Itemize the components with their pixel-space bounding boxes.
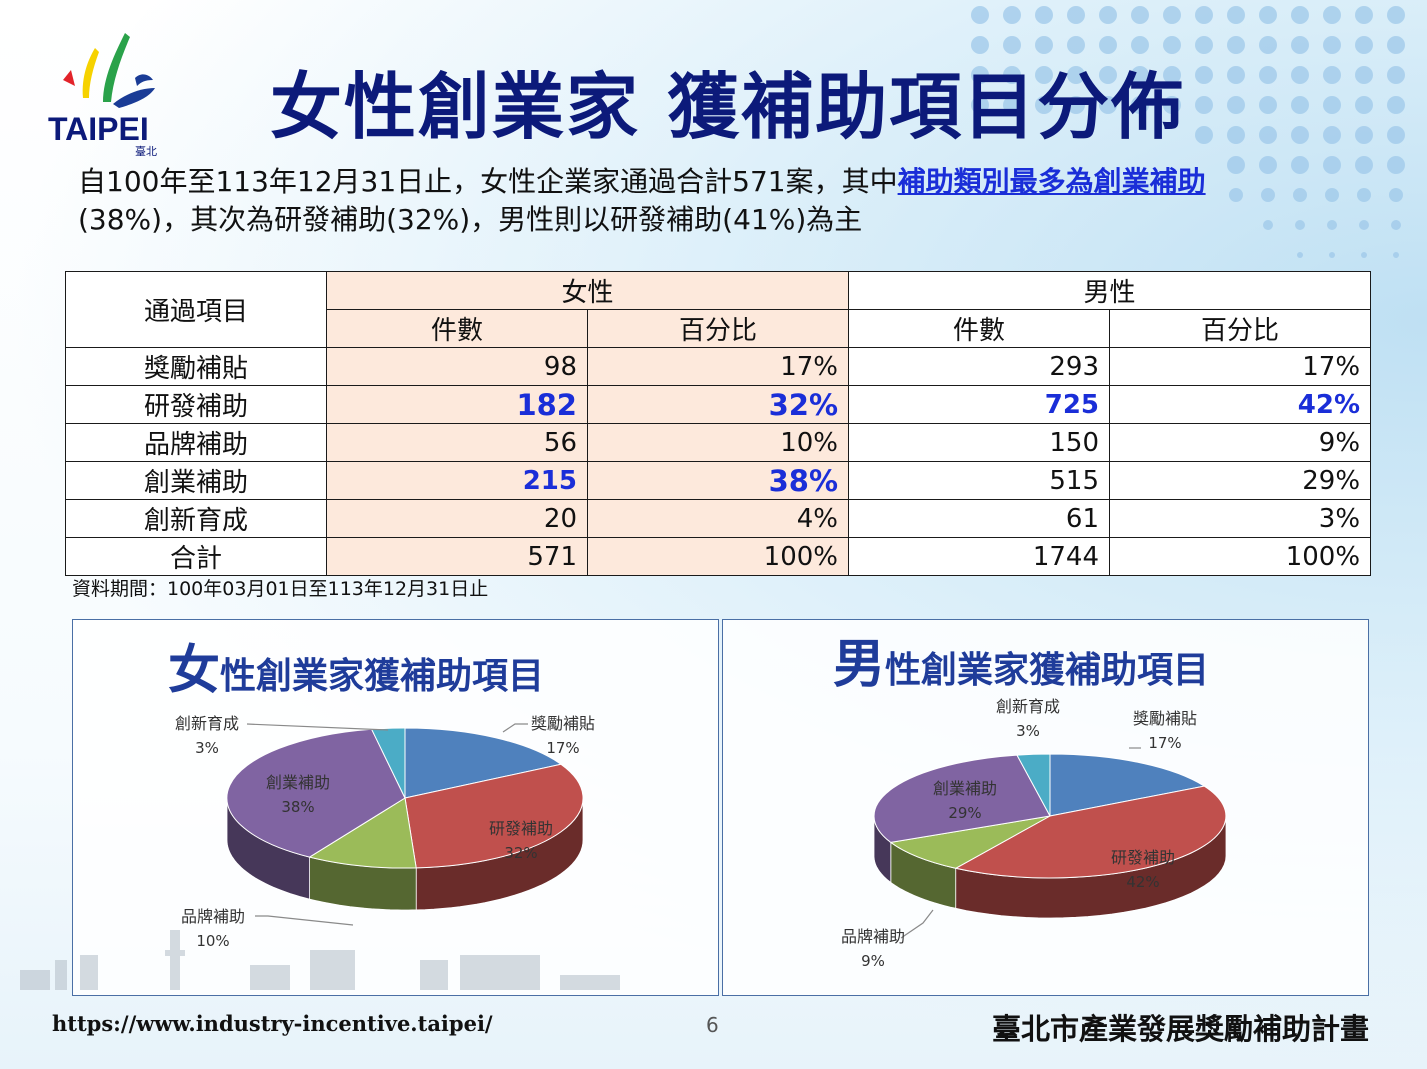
slide-title: 女性創業家 獲補助項目分佈 [270,65,1186,149]
pie-slice-2 [954,785,1227,879]
slice-label: 研發補助 [1111,848,1175,867]
intro-highlight: 補助類別最多為創業補助 [897,165,1206,198]
pie-slice-2 [404,763,584,869]
male-count: 725 [848,385,1111,424]
slice-percent: 42% [1126,873,1159,891]
female-percent: 38% [586,461,850,500]
female-percent: 4% [586,499,850,538]
slice-percent: 32% [504,844,537,862]
slice-percent: 3% [195,739,219,757]
slice-label: 創業補助 [266,773,330,792]
row-item: 合計 [65,537,327,576]
male-chart-panel: 男性創業家獲補助項目獎勵補貼 17% 研發補助 42% 品牌補助 9% 創業補助 29% 創新育… [722,619,1369,996]
male-percent: 42% [1109,385,1372,424]
city-skyline [20,930,620,990]
female-percent: 100% [586,537,850,576]
header-male-count: 件數 [848,309,1111,348]
table-row: 獎勵補貼 98 17% 293 17% [65,347,1372,386]
intro-paragraph: 自100年至113年12月31日止，女性企業家通過合計571案，其中補助類別最多… [78,163,1378,239]
leader-line [502,723,528,733]
header-male-percent: 百分比 [1109,309,1372,348]
slice-label: 品牌補助 [181,907,245,926]
female-percent: 17% [586,347,850,386]
slice-label: 品牌補助 [841,927,905,946]
footer-url[interactable]: https://www.industry-incentive.taipei/ [52,1011,493,1036]
pie-slice-3 [308,797,417,869]
male-count: 1744 [848,537,1111,576]
female-count: 20 [326,499,588,538]
female-percent: 32% [586,385,850,424]
subsidy-table: 通過項目 女性 男性 件數 百分比 件數 百分比 獎勵補貼 98 17% 293… [65,271,1372,576]
female-percent: 10% [586,423,850,462]
slice-percent: 29% [948,804,981,822]
male-percent: 100% [1109,537,1372,576]
slice-percent: 3% [1016,722,1040,740]
slice-label: 創新育成 [996,697,1060,716]
header-item: 通過項目 [65,271,327,348]
row-item: 獎勵補貼 [65,347,327,386]
footer-organization: 臺北市產業發展獎勵補助計畫 [991,1012,1369,1046]
female-count: 182 [326,385,588,424]
slice-label: 研發補助 [489,819,553,838]
taipei-logo: TAIPEI 臺北 [48,33,157,158]
leader-line [900,909,934,939]
row-item: 創業補助 [65,461,327,500]
male-percent: 29% [1109,461,1372,500]
pie-slice-3 [889,815,1051,869]
leader-line [246,723,389,731]
table-row: 研發補助 182 32% 725 42% [65,385,1372,424]
table-row: 創業補助 215 38% 515 29% [65,461,1372,500]
female-count: 56 [326,423,588,462]
male-percent: 3% [1109,499,1372,538]
male-count: 515 [848,461,1111,500]
leader-line [255,915,354,926]
male-count: 293 [848,347,1111,386]
chart-title: 男性創業家獲補助項目 [833,635,1209,695]
pie-slice-1 [1049,753,1206,817]
male-percent: 9% [1109,423,1372,462]
row-item: 創新育成 [65,499,327,538]
intro-text-2: (38%)，其次為研發補助(32%)，男性則以研發補助(41%)為主 [78,203,863,236]
pie-slice-5 [1016,753,1051,817]
row-item: 研發補助 [65,385,327,424]
row-item: 品牌補助 [65,423,327,462]
slice-label: 獎勵補貼 [531,714,595,733]
slice-percent: 10% [196,932,229,950]
slice-percent: 17% [1148,734,1181,752]
header-female-percent: 百分比 [586,309,850,348]
header-male: 男性 [848,271,1372,310]
header-female-count: 件數 [326,309,588,348]
female-count: 98 [326,347,588,386]
chart-title: 女性創業家獲補助項目 [168,641,544,701]
logo-text: TAIPEI [48,111,149,147]
male-percent: 17% [1109,347,1372,386]
pie-slice-1 [404,727,563,799]
header-female: 女性 [325,271,850,310]
slice-percent: 9% [861,952,885,970]
pie-slice-4 [873,754,1051,843]
source-note: 資料期間：100年03月01日至113年12月31日止 [72,578,489,600]
female-count: 215 [326,461,588,500]
pie-slice-4 [226,728,406,858]
slice-label: 獎勵補貼 [1133,709,1197,728]
logo-subtext: 臺北 [135,144,157,158]
page-number: 6 [706,1013,719,1037]
female-count: 571 [326,537,588,576]
slice-percent: 38% [281,798,314,816]
table-row: 品牌補助 56 10% 150 9% [65,423,1372,462]
decorative-dots [971,6,1405,258]
slice-label: 創新育成 [175,714,239,733]
male-count: 150 [848,423,1111,462]
table-row: 創新育成 20 4% 61 3% [65,499,1372,538]
intro-text-1: 自100年至113年12月31日止，女性企業家通過合計571案，其中 [78,165,898,198]
slice-label: 創業補助 [933,779,997,798]
slice-percent: 17% [546,739,579,757]
table-row: 合計 571 100% 1744 100% [65,537,1372,576]
male-count: 61 [848,499,1111,538]
